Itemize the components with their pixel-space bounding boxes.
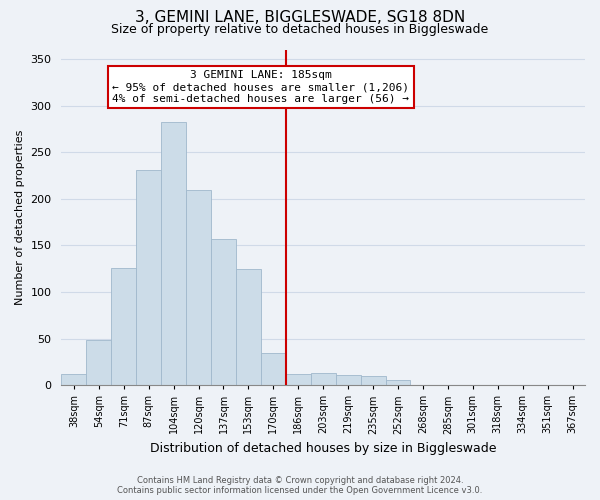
Text: Size of property relative to detached houses in Biggleswade: Size of property relative to detached ho…	[112, 22, 488, 36]
Bar	[386, 380, 410, 385]
Bar	[136, 170, 161, 385]
Bar	[211, 239, 236, 385]
Bar	[236, 269, 261, 385]
Bar	[86, 340, 111, 385]
Bar	[161, 122, 186, 385]
Text: Contains HM Land Registry data © Crown copyright and database right 2024.
Contai: Contains HM Land Registry data © Crown c…	[118, 476, 482, 495]
Bar	[261, 354, 286, 385]
Bar	[186, 190, 211, 385]
Bar	[311, 373, 335, 385]
Bar	[111, 268, 136, 385]
Text: 3 GEMINI LANE: 185sqm
← 95% of detached houses are smaller (1,206)
4% of semi-de: 3 GEMINI LANE: 185sqm ← 95% of detached …	[112, 70, 409, 104]
Bar	[335, 375, 361, 385]
Bar	[286, 374, 311, 385]
Text: 3, GEMINI LANE, BIGGLESWADE, SG18 8DN: 3, GEMINI LANE, BIGGLESWADE, SG18 8DN	[135, 10, 465, 25]
Bar	[61, 374, 86, 385]
X-axis label: Distribution of detached houses by size in Biggleswade: Distribution of detached houses by size …	[150, 442, 496, 455]
Bar	[361, 376, 386, 385]
Y-axis label: Number of detached properties: Number of detached properties	[15, 130, 25, 306]
